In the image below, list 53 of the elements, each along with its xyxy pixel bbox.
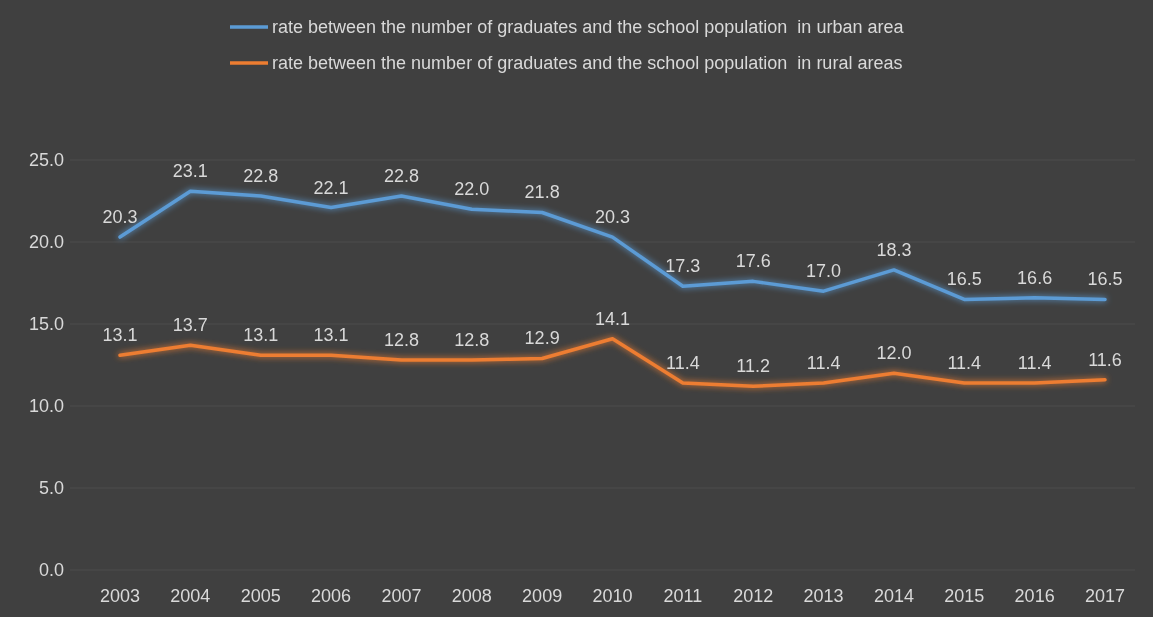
data-label: 22.0 xyxy=(454,179,490,200)
data-label: 12.9 xyxy=(524,328,560,349)
data-label: 12.8 xyxy=(383,330,419,351)
data-label: 21.8 xyxy=(524,182,560,203)
x-tick-label: 2003 xyxy=(99,586,141,606)
data-label: 17.6 xyxy=(735,251,771,272)
y-tick-label: 0.0 xyxy=(38,560,64,581)
data-label: 11.4 xyxy=(666,353,700,374)
data-label: 16.5 xyxy=(946,269,982,290)
data-label: 17.3 xyxy=(665,256,701,277)
y-tick-label: 5.0 xyxy=(38,478,64,499)
x-tick-label: 2008 xyxy=(451,586,492,606)
data-label: 22.8 xyxy=(383,166,419,187)
data-label: 18.3 xyxy=(876,239,912,260)
data-label: 13.1 xyxy=(243,325,279,346)
data-label: 17.0 xyxy=(806,261,842,282)
data-label: 16.5 xyxy=(1087,269,1123,290)
data-label: 11.4 xyxy=(1017,353,1052,374)
x-tick-label: 2009 xyxy=(522,586,563,606)
data-label: 20.3 xyxy=(102,207,138,228)
y-tick-label: 20.0 xyxy=(28,232,64,253)
x-tick-label: 2007 xyxy=(381,586,422,606)
data-label: 16.6 xyxy=(1017,267,1053,288)
x-tick-label: 2010 xyxy=(592,586,633,606)
data-label: 12.0 xyxy=(876,343,912,364)
y-tick-label: 25.0 xyxy=(28,150,64,171)
x-tick-label: 2004 xyxy=(170,586,211,606)
x-tick-label: 2016 xyxy=(1014,586,1055,606)
x-tick-label: 2005 xyxy=(240,586,281,606)
y-tick-label: 10.0 xyxy=(28,396,64,417)
x-tick-label: 2006 xyxy=(311,586,352,606)
data-label: 12.8 xyxy=(454,330,490,351)
data-label: 11.4 xyxy=(806,353,841,374)
data-label: 13.1 xyxy=(313,325,349,346)
data-label: 22.8 xyxy=(243,166,279,187)
x-tick-label: 2017 xyxy=(1084,586,1126,606)
data-label: 13.7 xyxy=(172,315,208,336)
x-tick-label: 2014 xyxy=(873,586,914,606)
x-tick-label: 2011 xyxy=(663,586,703,606)
data-label: 13.1 xyxy=(102,325,138,346)
y-tick-label: 15.0 xyxy=(28,314,64,335)
x-tick-label: 2015 xyxy=(944,586,985,606)
legend-label: rate between the number of graduates and the school population in rural areas xyxy=(272,53,903,74)
data-label: 11.2 xyxy=(736,356,771,377)
legend-label: rate between the number of graduates and the school population in urban area xyxy=(272,17,905,38)
data-label: 14.1 xyxy=(594,308,631,329)
data-label: 11.4 xyxy=(947,353,982,374)
data-label: 20.3 xyxy=(594,207,631,228)
x-tick-label: 2012 xyxy=(733,586,774,606)
data-label: 22.1 xyxy=(313,177,349,198)
data-label: 11.6 xyxy=(1088,349,1122,370)
data-label: 23.1 xyxy=(172,161,208,182)
x-tick-label: 2013 xyxy=(803,586,844,606)
